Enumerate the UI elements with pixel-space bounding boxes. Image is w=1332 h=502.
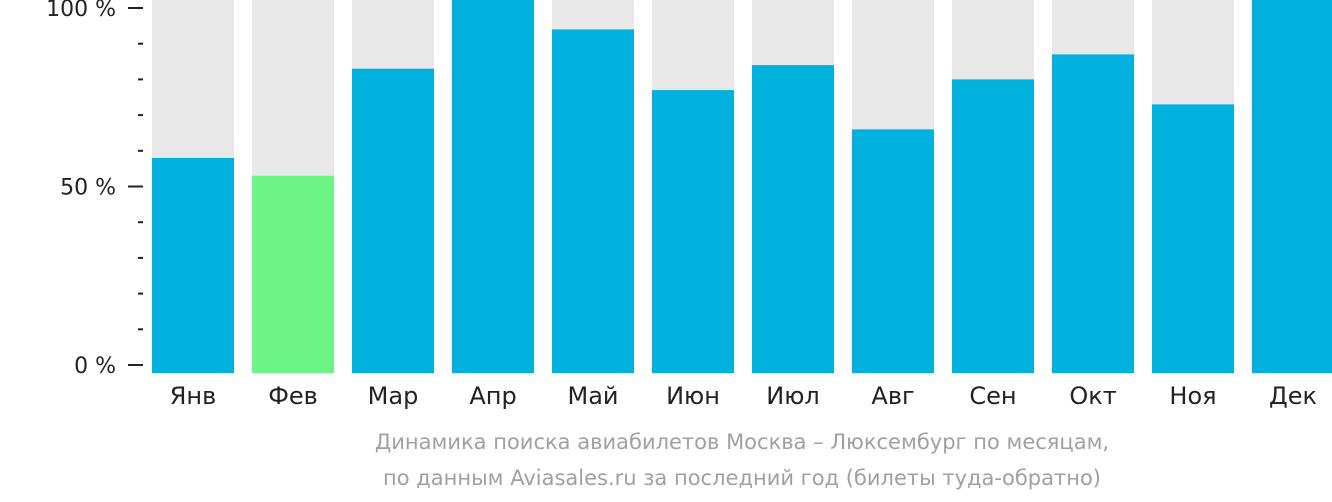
y-tick-label: 0 % [74, 354, 116, 379]
bar-9 [952, 79, 1034, 374]
bar-12 [1252, 0, 1332, 373]
x-tick-label: Дек [1269, 382, 1317, 410]
x-tick-label: Июн [666, 382, 720, 410]
x-tick-label: Окт [1069, 382, 1116, 410]
x-tick-label: Янв [170, 382, 217, 410]
x-tick-label: Июл [766, 382, 820, 410]
bar-5 [552, 29, 634, 373]
x-tick-label: Мар [368, 382, 419, 410]
x-tick-label: Ноя [1169, 382, 1216, 410]
bar-11 [1152, 104, 1234, 373]
bar-7 [752, 65, 834, 374]
bar-2 [252, 175, 334, 373]
bars [152, 0, 1332, 374]
x-axis: Янв Фев Мар Апр Май Июн Июл Авг Сен Окт Ноя Дек [170, 382, 1317, 410]
bar-6 [652, 90, 734, 374]
bar-10 [1052, 54, 1134, 373]
x-tick-label: Май [567, 382, 618, 410]
bar-8 [852, 129, 934, 373]
bar-3 [352, 68, 434, 373]
x-tick-label: Авг [871, 382, 914, 410]
bar-1 [152, 157, 234, 373]
x-tick-label: Апр [469, 382, 516, 410]
y-axis: 0 % 50 % 100 % [46, 0, 143, 379]
y-tick-label: 100 % [46, 0, 116, 22]
y-tick-label: 50 % [60, 176, 116, 201]
chart-caption-line-2: по данным Aviasales.ru за последний год … [383, 466, 1101, 490]
x-tick-label: Сен [969, 382, 1016, 410]
bar-chart: 0 % 50 % 100 % Янв Фев Мар Апр Май Июн Июл Авг Сен… [46, 0, 1332, 410]
chart-caption-line-1: Динамика поиска авиабилетов Москва – Люк… [374, 430, 1110, 454]
x-tick-label: Фев [268, 382, 318, 410]
bar-4 [452, 0, 534, 373]
